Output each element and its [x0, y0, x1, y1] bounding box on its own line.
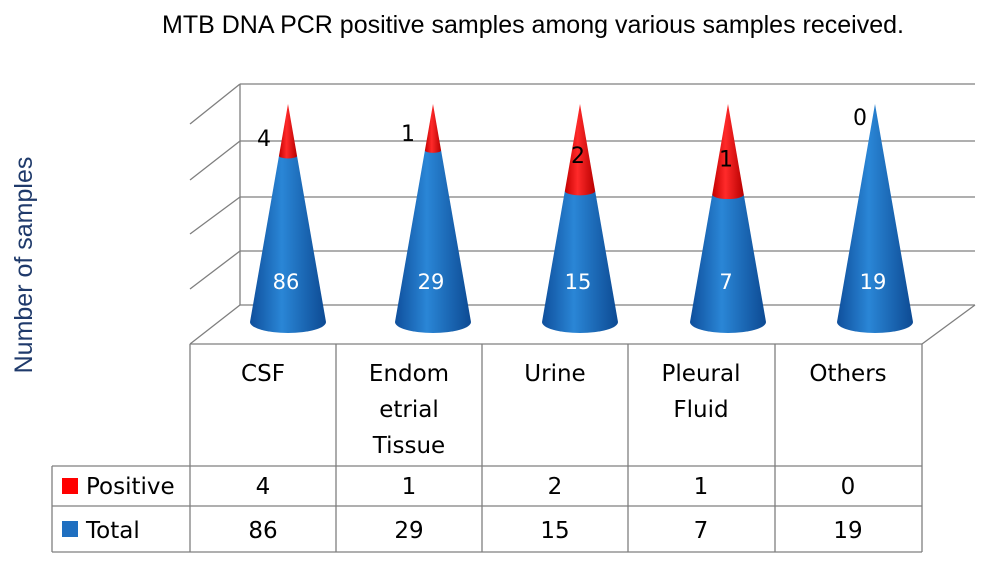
data-table-grid	[51, 343, 923, 553]
cone-positive-pleural-fluid	[712, 104, 744, 200]
data-label-total-others: 19	[860, 270, 887, 294]
table-cell-positive-endometrial-tissue: 1	[402, 474, 417, 500]
data-label-positive-csf: 4	[257, 127, 271, 152]
legend-key-positive	[62, 478, 78, 494]
cone-positive-endometrial-tissue	[424, 104, 442, 153]
cone-positive-urine	[564, 104, 596, 196]
category-label-others: Others	[809, 361, 886, 387]
cone-total-urine	[542, 190, 618, 333]
row-label-positive: Positive	[86, 474, 175, 500]
table-cell-total-pleural-fluid: 7	[694, 518, 709, 544]
chart-title: MTB DNA PCR positive samples among vario…	[162, 11, 904, 39]
category-label-endometrial-tissue: etrial	[379, 397, 439, 423]
y-axis-label: Number of samples	[10, 157, 38, 374]
legend-key-total	[62, 521, 78, 537]
data-label-total-pleural-fluid: 7	[719, 270, 732, 294]
category-label-endometrial-tissue: Tissue	[372, 433, 445, 459]
table-cell-positive-pleural-fluid: 1	[694, 474, 709, 500]
category-label-endometrial-tissue: Endom	[369, 361, 449, 387]
table-cell-total-csf: 86	[248, 518, 277, 544]
row-label-total: Total	[85, 518, 140, 544]
data-label-total-csf: 86	[273, 270, 300, 294]
cone-positive-csf	[278, 104, 298, 159]
table-cell-positive-urine: 2	[548, 474, 563, 500]
table-cell-total-urine: 15	[540, 518, 569, 544]
cone-total-pleural-fluid	[690, 194, 766, 333]
data-label-positive-others: 0	[853, 106, 867, 131]
cones: 86 4 29 1 15 2 7 1 19 0	[250, 104, 913, 333]
table-text: CSF 4 86 Endom etrial Tissue 1 29 Urine 2 15 Pleura…	[241, 361, 887, 544]
table-cell-positive-others: 0	[841, 474, 856, 500]
cone-total-others	[837, 104, 913, 333]
data-label-total-endometrial-tissue: 29	[418, 270, 445, 294]
data-label-positive-endometrial-tissue: 1	[401, 122, 415, 147]
table-cell-positive-csf: 4	[256, 474, 271, 500]
category-label-pleural-fluid: Fluid	[673, 397, 728, 423]
table-cell-total-endometrial-tissue: 29	[394, 518, 423, 544]
table-cell-total-others: 19	[833, 518, 862, 544]
data-label-positive-pleural-fluid: 1	[719, 147, 733, 172]
data-label-positive-urine: 2	[571, 144, 585, 169]
cone-total-csf	[250, 155, 326, 333]
category-label-csf: CSF	[241, 361, 285, 387]
category-label-urine: Urine	[524, 361, 585, 387]
data-label-total-urine: 15	[565, 270, 592, 294]
cone-total-endometrial-tissue	[395, 150, 471, 333]
category-label-pleural-fluid: Pleural	[662, 361, 741, 387]
